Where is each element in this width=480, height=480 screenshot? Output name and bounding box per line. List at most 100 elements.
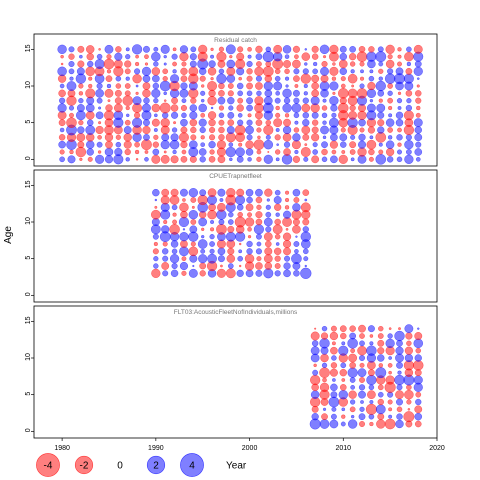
bubble: [198, 118, 207, 127]
x-axis: 1980 1990 2000 2010 2020: [54, 438, 445, 452]
bubble: [360, 69, 364, 74]
bubble: [366, 88, 377, 98]
bubble: [96, 97, 103, 104]
bubble: [238, 76, 242, 81]
y-tick-label: 15: [25, 316, 32, 324]
bubble: [311, 126, 319, 134]
bubble: [378, 142, 383, 147]
bubble: [246, 60, 253, 68]
bubble: [78, 91, 84, 96]
bubble: [207, 253, 217, 264]
bubble: [272, 224, 283, 235]
bubble: [247, 157, 252, 162]
bubble: [291, 253, 302, 264]
bubble: [366, 374, 377, 386]
bubble: [320, 74, 329, 83]
bubble: [235, 195, 246, 205]
bubble: [311, 82, 319, 90]
bubble: [375, 80, 386, 92]
x-tick-label: 1990: [148, 445, 164, 452]
bubble: [60, 62, 64, 66]
bubble: [397, 370, 402, 375]
bubble: [169, 139, 180, 150]
bubble: [244, 217, 255, 227]
bubble: [396, 361, 403, 369]
bubble: [263, 217, 273, 227]
bubble: [125, 105, 130, 111]
bubble: [350, 134, 356, 140]
bubble: [292, 59, 301, 69]
bubble: [125, 47, 130, 52]
bubble: [245, 203, 254, 212]
bubble: [236, 188, 245, 197]
bubble: [226, 74, 236, 83]
bubble: [293, 127, 300, 133]
bubble: [283, 210, 292, 219]
bubble: [274, 218, 281, 226]
bubble: [369, 400, 374, 404]
bubble: [321, 141, 328, 149]
bubble: [181, 270, 187, 276]
bubble: [188, 66, 199, 77]
bubble: [226, 188, 236, 198]
bubble: [198, 254, 208, 264]
bubble: [210, 54, 215, 59]
bubble: [247, 47, 252, 52]
bubble: [385, 375, 395, 385]
bubble: [378, 68, 384, 74]
bubble: [78, 98, 84, 104]
bubble: [246, 240, 253, 248]
bubble: [338, 88, 349, 99]
bubble: [314, 327, 317, 330]
bubble: [246, 119, 253, 126]
bubble: [59, 127, 65, 133]
bubble: [234, 124, 246, 136]
bubble: [339, 368, 347, 377]
bubble: [66, 95, 77, 106]
bubble: [163, 219, 168, 225]
bubble: [179, 45, 189, 54]
bubble: [216, 268, 226, 278]
bubble: [107, 99, 111, 103]
bubble: [321, 413, 328, 421]
bubble: [209, 241, 215, 247]
bubble: [142, 82, 151, 90]
bubble: [283, 269, 291, 278]
bubble: [245, 148, 254, 156]
legend-bubble: [180, 453, 204, 477]
bubble: [123, 140, 132, 149]
bubble: [227, 83, 234, 89]
bubble: [78, 83, 84, 89]
bubble: [246, 75, 253, 82]
bubble: [283, 247, 291, 256]
bubble: [321, 105, 328, 111]
bubble: [322, 98, 327, 103]
bubble: [313, 61, 318, 67]
bubble: [396, 98, 403, 104]
bubble: [76, 132, 86, 142]
bubble: [143, 45, 150, 53]
bubble: [86, 45, 95, 54]
bubble: [218, 105, 225, 111]
bubble: [388, 414, 393, 419]
bubble: [207, 111, 217, 120]
bubble: [68, 61, 75, 67]
bubble: [78, 120, 84, 126]
bubble: [405, 104, 412, 112]
bubble: [228, 211, 234, 218]
bubble: [106, 69, 112, 74]
bubble: [141, 66, 151, 76]
bubble: [275, 105, 280, 111]
bubble: [378, 98, 383, 103]
bubble: [360, 400, 364, 404]
bubble: [330, 362, 338, 369]
bubble: [246, 82, 253, 90]
bubble: [247, 227, 252, 232]
bubble: [115, 75, 122, 82]
bubble: [396, 406, 403, 413]
bubble: [198, 44, 208, 54]
bubble-series: [309, 324, 424, 430]
bubble: [310, 353, 320, 363]
bubble: [238, 242, 242, 246]
bubble: [385, 59, 395, 69]
